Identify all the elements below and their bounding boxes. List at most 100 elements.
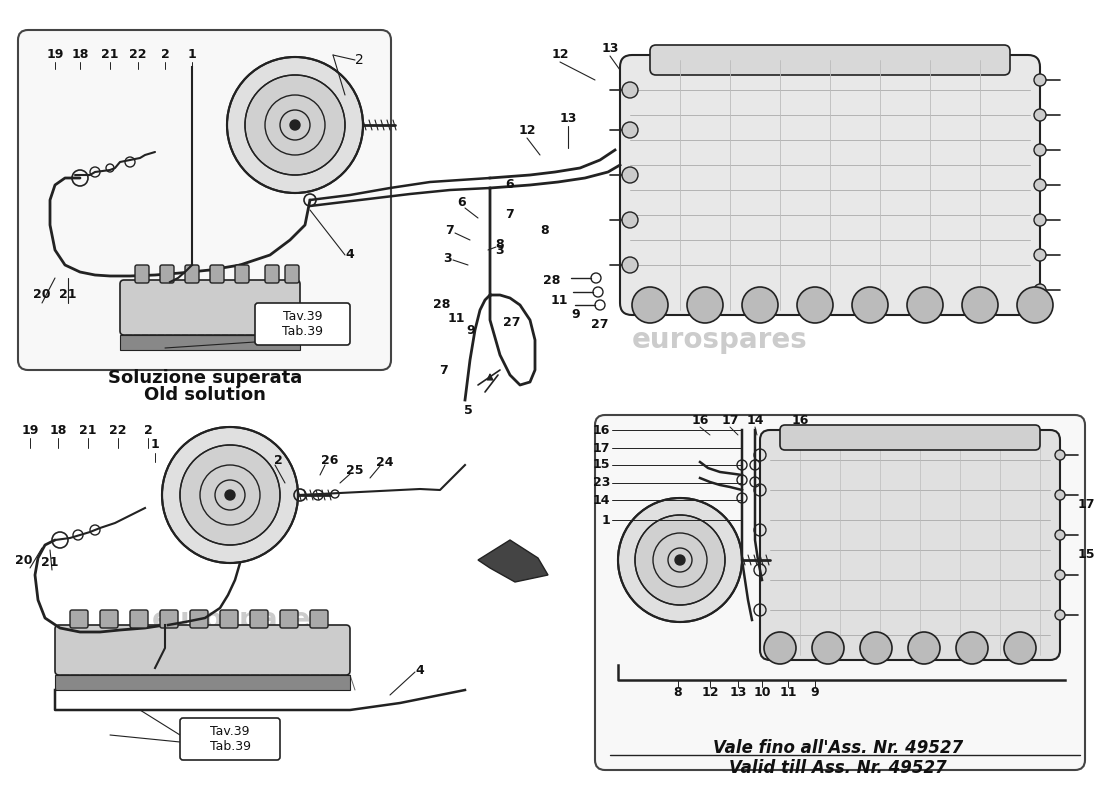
Circle shape: [908, 287, 943, 323]
Text: 19: 19: [21, 423, 38, 437]
Text: 24: 24: [376, 455, 394, 469]
Circle shape: [860, 632, 892, 664]
Text: 13: 13: [559, 111, 576, 125]
Circle shape: [1034, 109, 1046, 121]
Text: Vale fino all'Ass. Nr. 49527: Vale fino all'Ass. Nr. 49527: [713, 739, 964, 757]
Text: 18: 18: [50, 423, 67, 437]
Text: 14: 14: [746, 414, 763, 426]
Text: 17: 17: [722, 414, 739, 426]
Text: Tav.39
Tab.39: Tav.39 Tab.39: [209, 725, 251, 753]
Text: Valid till Ass. Nr. 49527: Valid till Ass. Nr. 49527: [729, 759, 947, 777]
Text: 20: 20: [15, 554, 33, 566]
FancyBboxPatch shape: [620, 55, 1040, 315]
Text: 7: 7: [506, 209, 515, 222]
Text: 1: 1: [188, 49, 197, 62]
FancyBboxPatch shape: [160, 610, 178, 628]
Circle shape: [812, 632, 844, 664]
Circle shape: [1055, 530, 1065, 540]
FancyBboxPatch shape: [55, 625, 350, 675]
Text: eurospares: eurospares: [632, 606, 807, 634]
Circle shape: [621, 82, 638, 98]
FancyBboxPatch shape: [220, 610, 238, 628]
Circle shape: [1034, 284, 1046, 296]
Text: Old solution: Old solution: [144, 386, 266, 404]
FancyBboxPatch shape: [780, 425, 1040, 450]
Text: 22: 22: [130, 49, 146, 62]
Circle shape: [1034, 74, 1046, 86]
Text: 21: 21: [59, 289, 77, 302]
Circle shape: [742, 287, 778, 323]
FancyBboxPatch shape: [100, 610, 118, 628]
Text: 8: 8: [541, 223, 549, 237]
FancyBboxPatch shape: [285, 265, 299, 283]
Text: 15: 15: [1078, 549, 1096, 562]
Text: 28: 28: [432, 298, 450, 311]
Text: 15: 15: [593, 458, 611, 471]
Text: 2: 2: [144, 423, 153, 437]
Bar: [55, 675, 350, 690]
Text: 3: 3: [443, 251, 452, 265]
Text: 21: 21: [79, 423, 97, 437]
Text: 4: 4: [416, 663, 425, 677]
Circle shape: [162, 427, 298, 563]
FancyBboxPatch shape: [310, 610, 328, 628]
Circle shape: [1055, 610, 1065, 620]
FancyBboxPatch shape: [760, 430, 1060, 660]
Text: 13: 13: [602, 42, 618, 54]
Text: eurospares: eurospares: [152, 326, 328, 354]
Circle shape: [621, 167, 638, 183]
Text: Tav.39
Tab.39: Tav.39 Tab.39: [283, 310, 323, 338]
Circle shape: [618, 498, 742, 622]
FancyBboxPatch shape: [265, 265, 279, 283]
Text: eurospares: eurospares: [632, 326, 807, 354]
Text: 20: 20: [33, 289, 51, 302]
FancyBboxPatch shape: [135, 265, 149, 283]
Text: 21: 21: [101, 49, 119, 62]
Circle shape: [1055, 450, 1065, 460]
Bar: [120, 335, 300, 350]
Circle shape: [764, 632, 796, 664]
Text: 18: 18: [72, 49, 89, 62]
Text: 2: 2: [161, 49, 169, 62]
Text: 11: 11: [448, 311, 465, 325]
Text: 16: 16: [593, 423, 611, 437]
Circle shape: [675, 555, 685, 565]
Text: 21: 21: [42, 557, 58, 570]
FancyBboxPatch shape: [130, 610, 148, 628]
Circle shape: [180, 445, 280, 545]
Text: 1: 1: [151, 438, 160, 451]
Circle shape: [852, 287, 888, 323]
Text: 28: 28: [542, 274, 560, 286]
Circle shape: [1004, 632, 1036, 664]
Circle shape: [908, 632, 940, 664]
Text: 26: 26: [321, 454, 339, 466]
Text: 2: 2: [355, 53, 364, 67]
Text: 9: 9: [571, 309, 580, 322]
Text: 27: 27: [592, 318, 608, 331]
Text: 10: 10: [754, 686, 771, 698]
Text: 8: 8: [673, 686, 682, 698]
Text: 17: 17: [593, 442, 611, 454]
Circle shape: [1034, 144, 1046, 156]
Circle shape: [1034, 249, 1046, 261]
FancyBboxPatch shape: [650, 45, 1010, 75]
Circle shape: [621, 122, 638, 138]
Text: 12: 12: [518, 123, 536, 137]
Circle shape: [1034, 214, 1046, 226]
Text: 7: 7: [440, 363, 449, 377]
Text: 4: 4: [345, 249, 354, 262]
Circle shape: [1034, 179, 1046, 191]
Text: 14: 14: [593, 494, 611, 506]
Text: eurospares: eurospares: [152, 606, 328, 634]
Circle shape: [956, 632, 988, 664]
Text: 12: 12: [551, 49, 569, 62]
Circle shape: [962, 287, 998, 323]
Text: 19: 19: [46, 49, 64, 62]
Text: 27: 27: [504, 317, 520, 330]
Circle shape: [632, 287, 668, 323]
Circle shape: [226, 490, 235, 500]
Text: Soluzione superata: Soluzione superata: [108, 369, 302, 387]
Polygon shape: [478, 540, 548, 582]
FancyBboxPatch shape: [210, 265, 224, 283]
Text: 17: 17: [1078, 498, 1096, 511]
